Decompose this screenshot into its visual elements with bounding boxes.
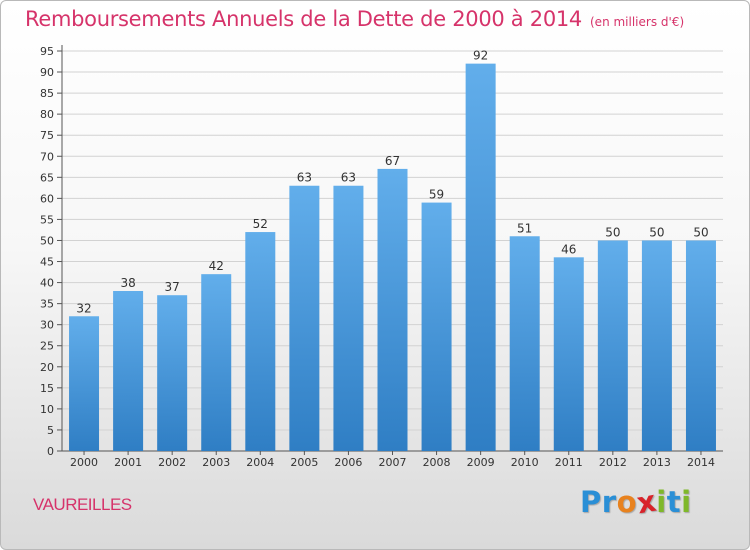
bar-value-label: 50	[693, 225, 708, 239]
logo-letter: r	[601, 485, 617, 519]
y-tick-label: 80	[40, 108, 54, 121]
bar-value-label: 50	[649, 225, 664, 239]
bar	[641, 240, 672, 451]
y-tick-label: 35	[40, 298, 54, 311]
x-tick-label: 2002	[158, 456, 186, 469]
bar	[377, 168, 408, 452]
chart-title-text: Remboursements Annuels de la Dette de 20…	[25, 7, 582, 31]
y-tick-label: 5	[47, 424, 54, 437]
y-tick-label: 10	[40, 403, 54, 416]
logo-letter: P	[580, 485, 602, 519]
x-tick-label: 2003	[202, 456, 230, 469]
bar-value-label: 92	[473, 49, 488, 63]
bar	[465, 63, 496, 451]
bar	[157, 295, 188, 451]
bar-value-label: 63	[297, 171, 312, 185]
logo-letter: i	[656, 485, 667, 519]
bar-value-label: 51	[517, 221, 532, 235]
x-tick-label: 2014	[687, 456, 715, 469]
x-tick-label: 2013	[643, 456, 671, 469]
y-tick-label: 45	[40, 256, 54, 269]
proxiti-logo: Proxiti	[580, 484, 692, 521]
bar	[509, 236, 540, 451]
x-tick-label: 2005	[290, 456, 318, 469]
bar-value-label: 59	[429, 188, 444, 202]
bar-value-label: 46	[561, 242, 576, 256]
x-tick-label: 2001	[114, 456, 142, 469]
x-tick-label: 2004	[246, 456, 274, 469]
y-tick-label: 25	[40, 340, 54, 353]
y-tick-label: 15	[40, 382, 54, 395]
y-tick-label: 55	[40, 213, 54, 226]
bar-value-label: 42	[209, 259, 224, 273]
y-tick-label: 90	[40, 66, 54, 79]
x-tick-label: 2010	[511, 456, 539, 469]
bar	[69, 316, 100, 451]
bar-value-label: 32	[76, 301, 91, 315]
y-tick-label: 60	[40, 192, 54, 205]
bar-value-label: 52	[253, 217, 268, 231]
bar-value-label: 37	[165, 280, 180, 294]
bar	[333, 185, 364, 451]
x-tick-label: 2007	[379, 456, 407, 469]
bar-value-label: 38	[120, 276, 135, 290]
labels: 0 5 10 15 20 25 30 35 40 45 50 55 60 65 70 75 80 85 90 95 32…	[40, 45, 715, 469]
y-tick-label: 70	[40, 150, 54, 163]
logo-letter: o	[616, 485, 638, 519]
bar	[245, 232, 276, 451]
x-tick-label: 2009	[467, 456, 495, 469]
bar	[553, 257, 584, 451]
y-tick-label: 65	[40, 171, 54, 184]
y-tick-label: 75	[40, 129, 54, 142]
bar	[289, 185, 320, 451]
y-tick-label: 40	[40, 277, 54, 290]
place-name: VAUREILLES	[33, 495, 132, 514]
chart-title: Remboursements Annuels de la Dette de 20…	[25, 7, 684, 31]
y-tick-label: 50	[40, 234, 54, 247]
x-tick-label: 2000	[70, 456, 98, 469]
bar	[113, 291, 144, 451]
bar-value-label: 63	[341, 171, 356, 185]
y-tick-label: 20	[40, 361, 54, 374]
bar-value-label: 67	[385, 154, 400, 168]
bars	[69, 63, 716, 452]
bar	[421, 202, 452, 451]
x-tick-label: 2011	[555, 456, 583, 469]
y-tick-label: 0	[47, 445, 54, 458]
y-tick-label: 95	[40, 45, 54, 58]
x-tick-label: 2008	[423, 456, 451, 469]
y-tick-label: 30	[40, 319, 54, 332]
logo-letter: i	[681, 485, 692, 519]
logo-letter: t	[666, 485, 682, 519]
x-tick-label: 2006	[334, 456, 362, 469]
bar	[685, 240, 716, 451]
bar	[201, 274, 232, 451]
x-tick-label: 2012	[599, 456, 627, 469]
bar	[597, 240, 628, 451]
y-tick-label: 85	[40, 87, 54, 100]
chart-subtitle: (en milliers d'€)	[590, 15, 685, 29]
bar-value-label: 50	[605, 225, 620, 239]
